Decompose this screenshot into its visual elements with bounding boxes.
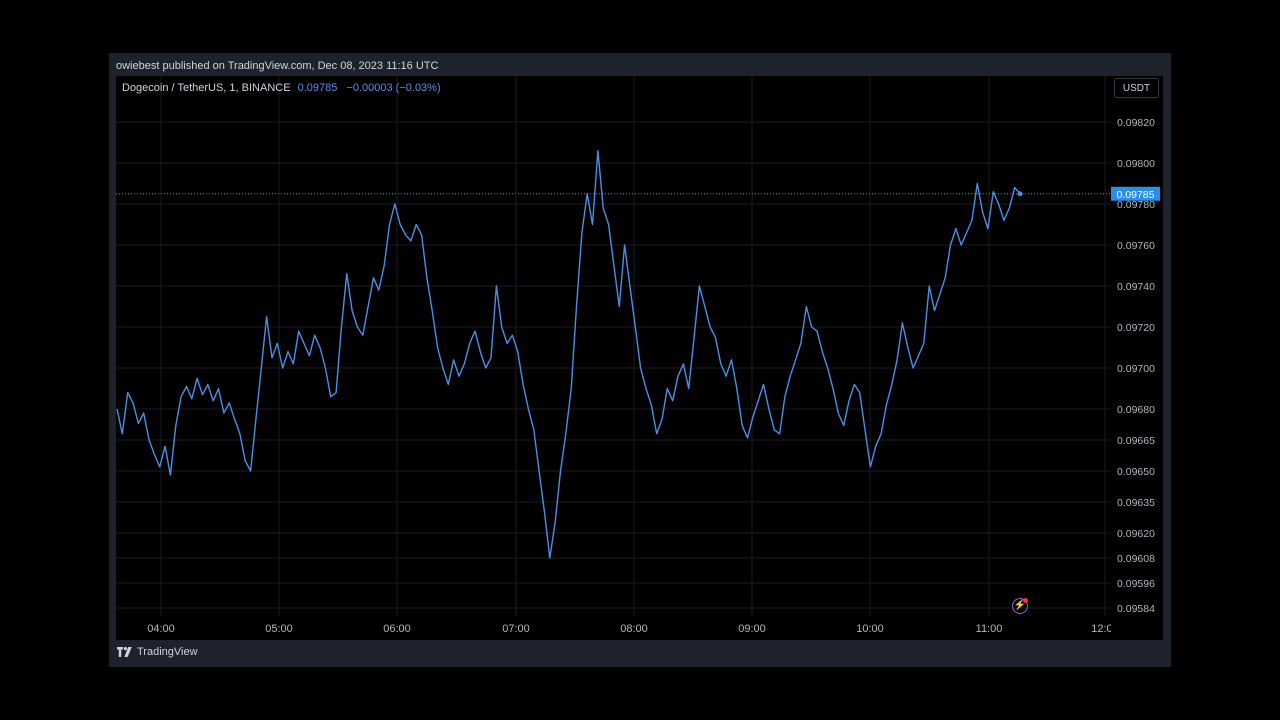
chart-pane[interactable] [116,76,1111,616]
time-scale[interactable] [116,616,1163,640]
price-scale[interactable] [1111,76,1163,616]
price-change: −0.00003 (−0.03%) [346,82,441,94]
footer-brand[interactable]: TradingView [117,646,198,658]
lightning-icon[interactable]: ⚡ [1012,598,1028,614]
last-value: 0.09785 [297,82,338,94]
symbol-name: Dogecoin / TetherUS, 1, BINANCE [122,82,291,94]
tradingview-logo-icon [117,647,132,657]
currency-button[interactable]: USDT [1114,78,1159,98]
footer-brand-label: TradingView [137,646,198,658]
notification-dot [1023,598,1028,603]
symbol-legend[interactable]: Dogecoin / TetherUS, 1, BINANCE 0.09785 … [122,81,441,95]
published-caption: owiebest published on TradingView.com, D… [116,60,439,72]
